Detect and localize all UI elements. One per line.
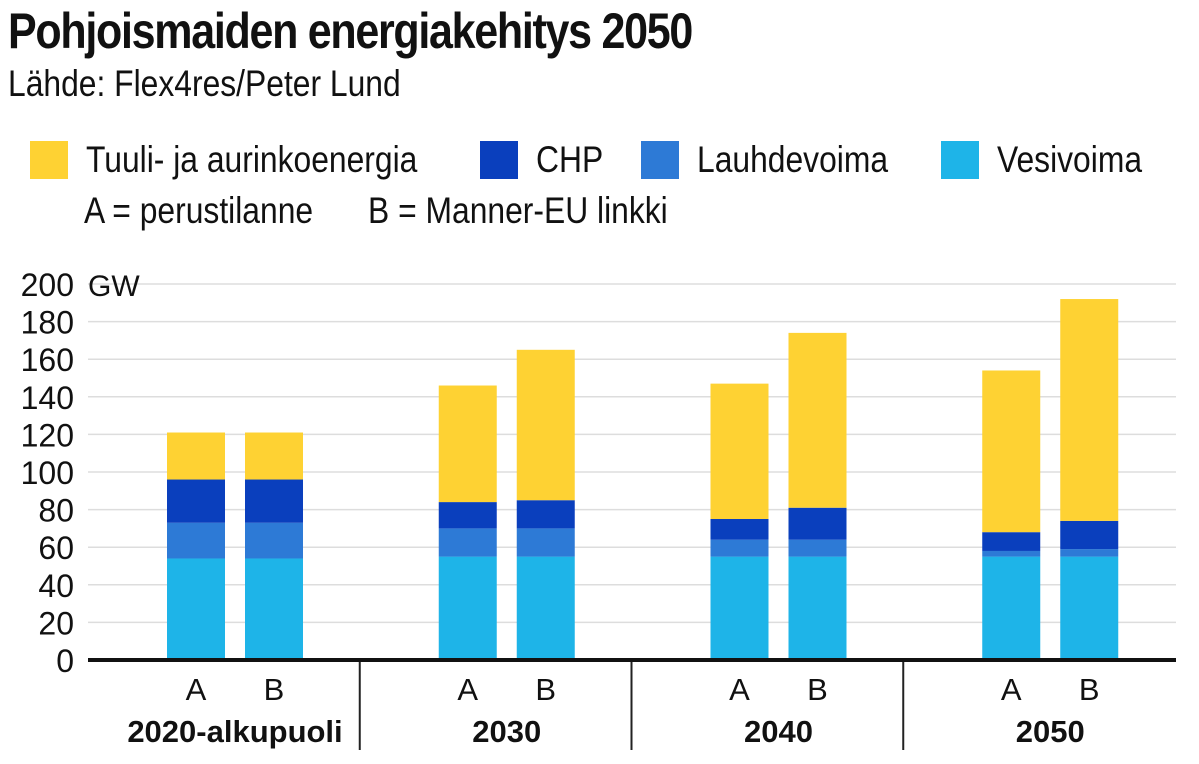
y-tick-60: 60 xyxy=(38,530,74,566)
bar-2050-A-series-0 xyxy=(982,556,1041,660)
y-tick-180: 180 xyxy=(21,305,74,341)
bar-2020-alkupuoli-B-series-0 xyxy=(245,558,303,660)
bar-2020-alkupuoli-B-series-1 xyxy=(245,522,303,559)
y-tick-120: 120 xyxy=(21,417,74,453)
bar-2040-B-series-2 xyxy=(788,507,847,540)
bar-2030-A-series-0 xyxy=(438,556,497,660)
bar-2050-B-series-1 xyxy=(1060,549,1119,557)
legend-swatch-wind-solar xyxy=(30,141,68,179)
legend-label-wind-solar: Tuuli- ja aurinkoenergia xyxy=(86,139,418,180)
bar-2020-alkupuoli-A-series-2 xyxy=(167,479,225,523)
legend-swatch-condensing xyxy=(641,141,679,179)
x-sub-label-2030-B: B xyxy=(535,672,556,707)
legend-item-condensing: Lauhdevoima xyxy=(641,139,919,180)
bar-2020-alkupuoli-B-series-3 xyxy=(245,432,303,480)
legend-label-hydro: Vesivoima xyxy=(997,139,1143,180)
x-sub-label-2050-B: B xyxy=(1079,672,1100,707)
bar-2030-A-series-3 xyxy=(438,385,497,503)
bar-2050-A-series-1 xyxy=(982,550,1041,557)
bar-2030-B-series-0 xyxy=(516,556,575,660)
bar-2030-B-series-1 xyxy=(516,528,575,557)
bar-2040-A-series-1 xyxy=(710,539,769,557)
x-sub-label-2020-alkupuoli-B: B xyxy=(264,672,285,707)
y-tick-20: 20 xyxy=(38,605,74,641)
y-tick-80: 80 xyxy=(38,493,74,529)
y-unit-label: GW xyxy=(88,270,140,303)
legend-label-chp: CHP xyxy=(536,139,604,180)
x-sub-label-2030-A: A xyxy=(457,672,478,707)
chart-title: Pohjoismaiden energiakehitys 2050 xyxy=(8,3,693,59)
chart-source: Lähde: Flex4res/Peter Lund xyxy=(8,63,401,104)
legend-item-hydro: Vesivoima xyxy=(941,139,1166,180)
legend-item-chp: CHP xyxy=(480,139,614,180)
y-tick-200: 200 xyxy=(21,267,74,303)
x-sub-label-2040-B: B xyxy=(807,672,828,707)
bar-2050-B-series-3 xyxy=(1060,299,1119,521)
x-group-label-2020-alkupuoli: 2020-alkupuoli xyxy=(127,714,342,749)
bar-2050-A-series-3 xyxy=(982,370,1041,533)
bar-2020-alkupuoli-A-series-1 xyxy=(167,522,225,559)
y-tick-100: 100 xyxy=(21,455,74,491)
legend: Tuuli- ja aurinkoenergia CHP Lauhdevoima… xyxy=(0,134,1199,234)
legend-note-b: B = Manner-EU linkki xyxy=(368,190,668,231)
bar-2040-A-series-2 xyxy=(710,519,769,540)
x-sub-label-2050-A: A xyxy=(1001,672,1022,707)
x-group-label-2050: 2050 xyxy=(1016,714,1085,749)
bar-2020-alkupuoli-A-series-0 xyxy=(167,558,225,660)
legend-swatch-hydro xyxy=(941,141,979,179)
bar-2040-B-series-3 xyxy=(788,332,847,508)
x-sub-label-2040-A: A xyxy=(729,672,750,707)
legend-label-condensing: Lauhdevoima xyxy=(697,139,889,180)
bar-2020-alkupuoli-B-series-2 xyxy=(245,479,303,523)
bar-2040-B-series-0 xyxy=(788,556,847,660)
y-tick-40: 40 xyxy=(38,568,74,604)
bar-2030-A-series-1 xyxy=(438,528,497,557)
legend-item-wind-solar: Tuuli- ja aurinkoenergia xyxy=(30,139,471,180)
bar-2030-A-series-2 xyxy=(438,502,497,529)
bar-2050-B-series-2 xyxy=(1060,520,1119,550)
bar-2030-B-series-2 xyxy=(516,500,575,529)
bar-2050-B-series-0 xyxy=(1060,556,1119,660)
x-sub-label-2020-alkupuoli-A: A xyxy=(186,672,207,707)
bar-2040-B-series-1 xyxy=(788,539,847,557)
bar-2040-A-series-3 xyxy=(710,383,769,519)
x-group-label-2030: 2030 xyxy=(472,714,541,749)
bar-2030-B-series-3 xyxy=(516,349,575,501)
legend-swatch-chp xyxy=(480,141,518,179)
y-tick-160: 160 xyxy=(21,342,74,378)
y-tick-140: 140 xyxy=(21,380,74,416)
bar-2050-A-series-2 xyxy=(982,532,1041,551)
bar-2040-A-series-0 xyxy=(710,556,769,660)
bar-2020-alkupuoli-A-series-3 xyxy=(167,432,225,480)
x-group-label-2040: 2040 xyxy=(744,714,813,749)
y-tick-0: 0 xyxy=(56,643,74,679)
legend-note-a: A = perustilanne xyxy=(84,190,314,231)
